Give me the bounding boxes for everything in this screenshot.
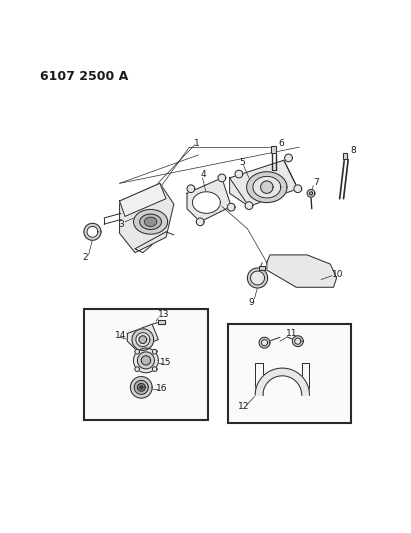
Text: 3: 3 [118,220,124,229]
Polygon shape [127,324,158,349]
Polygon shape [255,368,309,395]
Bar [343,152,346,159]
Bar [259,266,265,270]
Polygon shape [135,367,139,372]
Text: 7: 7 [313,178,319,187]
Polygon shape [285,154,292,161]
Polygon shape [261,181,273,193]
Polygon shape [152,367,157,372]
Text: 1: 1 [194,139,200,148]
Polygon shape [251,271,265,285]
Polygon shape [120,183,166,216]
Polygon shape [187,178,231,222]
Polygon shape [136,333,150,346]
Polygon shape [134,381,148,394]
Polygon shape [247,268,268,288]
Text: 4: 4 [201,171,206,179]
Bar [272,147,276,152]
Text: 16: 16 [156,384,167,393]
Polygon shape [132,329,154,350]
Polygon shape [192,192,220,213]
Bar [343,152,346,159]
Text: 14: 14 [115,330,127,340]
Text: 15: 15 [160,358,172,367]
Text: 10: 10 [332,270,344,279]
Text: 6107 2500 A: 6107 2500 A [40,70,128,83]
Polygon shape [139,336,147,343]
Bar [158,320,164,324]
Text: 11: 11 [286,329,298,338]
Text: 8: 8 [351,146,356,155]
Polygon shape [253,176,281,198]
Polygon shape [294,185,302,192]
Text: 12: 12 [238,402,249,411]
Polygon shape [292,336,303,346]
Polygon shape [307,189,315,197]
Polygon shape [247,172,287,203]
Polygon shape [261,340,268,346]
Text: 9: 9 [249,298,254,307]
Polygon shape [259,337,270,348]
Polygon shape [130,377,152,398]
Polygon shape [137,352,155,369]
Polygon shape [120,183,174,253]
Polygon shape [87,227,98,237]
Bar [158,320,164,324]
Polygon shape [267,255,337,287]
Polygon shape [137,384,145,391]
Polygon shape [135,350,139,354]
Polygon shape [140,386,143,389]
Text: 13: 13 [158,311,169,319]
Text: 6: 6 [278,139,284,148]
Bar [84,309,208,421]
Polygon shape [140,214,162,230]
Polygon shape [152,350,157,354]
Polygon shape [144,217,157,227]
Polygon shape [134,209,168,234]
Text: 2: 2 [83,254,88,262]
Polygon shape [227,203,235,211]
Polygon shape [295,338,301,344]
Polygon shape [187,185,195,192]
Polygon shape [134,348,158,373]
Polygon shape [245,202,253,209]
Polygon shape [235,170,243,178]
Polygon shape [309,192,312,195]
Polygon shape [230,160,298,206]
Text: 5: 5 [239,158,245,167]
Bar [272,147,276,152]
Polygon shape [196,218,204,225]
Bar [228,324,351,423]
Polygon shape [218,174,226,182]
Polygon shape [84,223,101,240]
Polygon shape [141,356,150,365]
Bar [259,266,265,270]
